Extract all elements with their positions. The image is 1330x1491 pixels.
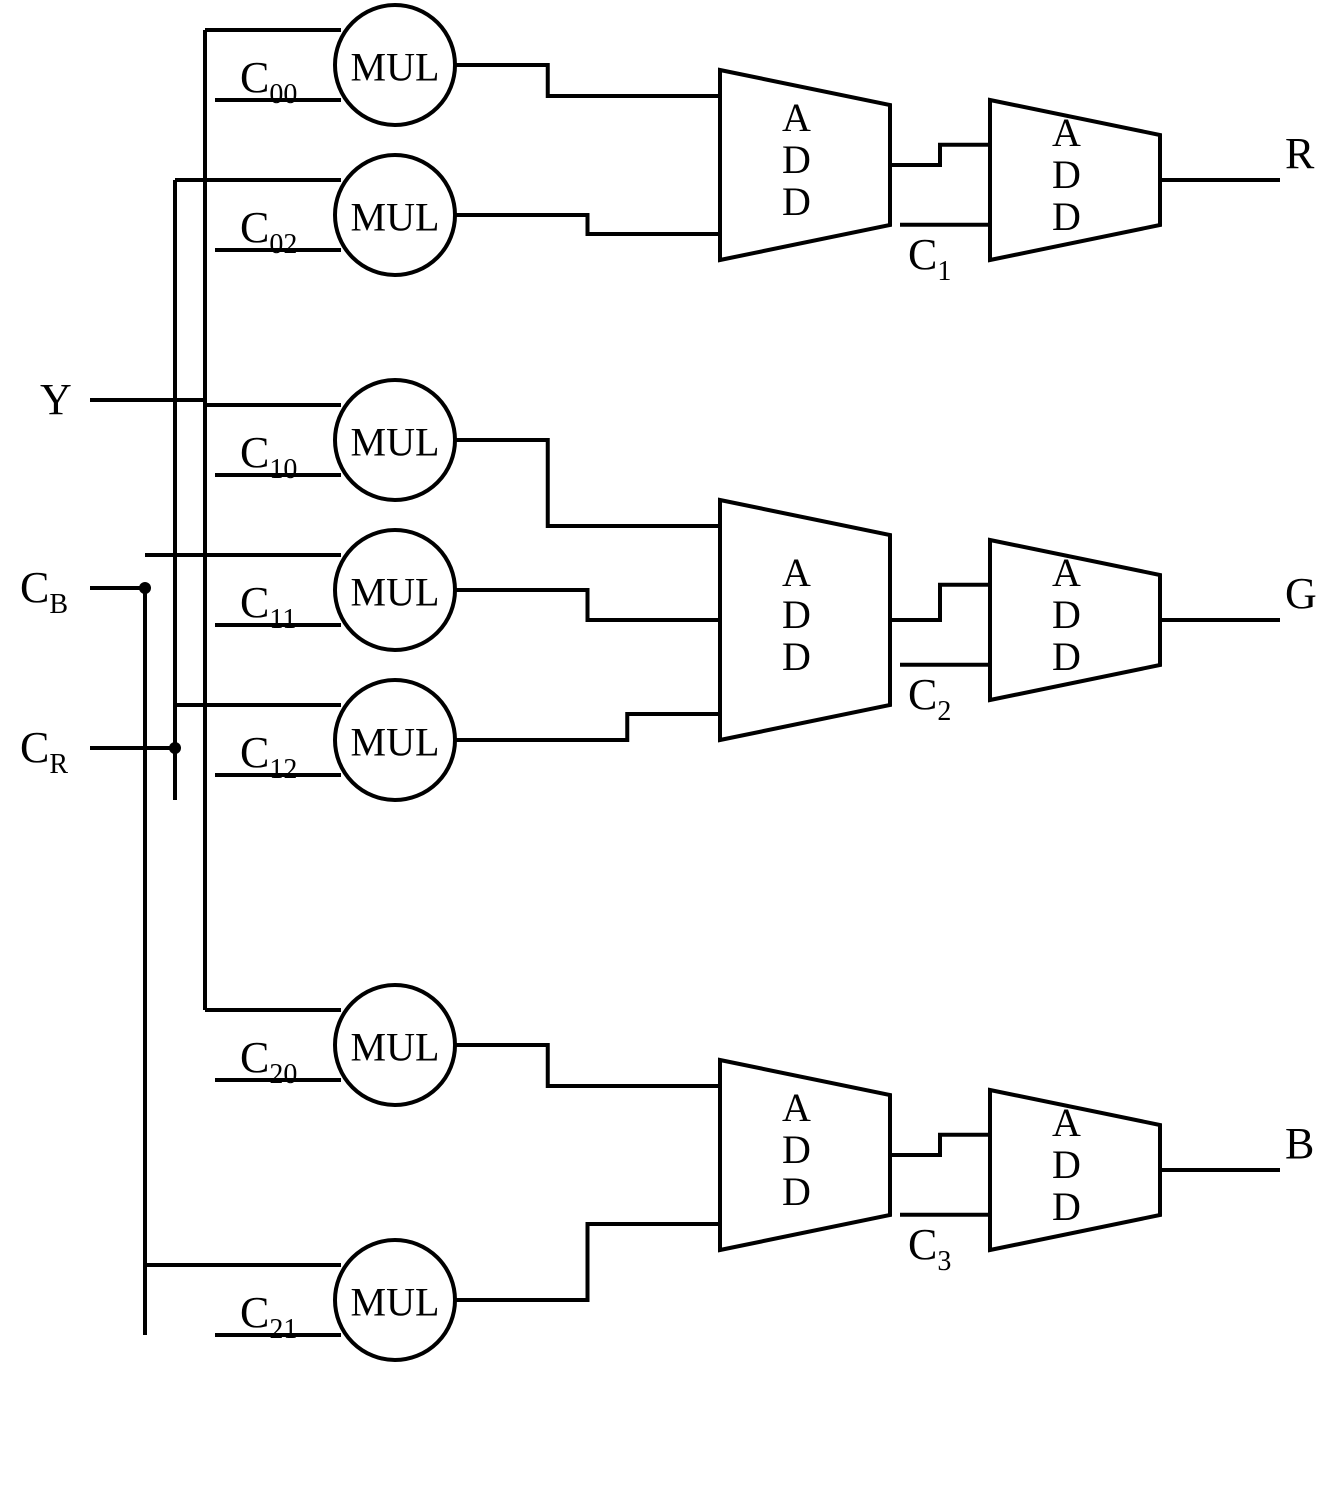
coef-label-m11: C11 <box>240 578 296 635</box>
svg-text:D: D <box>1052 152 1081 197</box>
out-label-G: G <box>1285 569 1317 618</box>
wire-mul-m21-to-add1 <box>455 1224 720 1300</box>
svg-text:D: D <box>782 592 811 637</box>
svg-text:MUL: MUL <box>351 1024 440 1069</box>
wire-mul-m20-to-add1 <box>455 1045 720 1086</box>
svg-text:MUL: MUL <box>351 194 440 239</box>
const-label-G: C2 <box>908 670 951 727</box>
svg-text:MUL: MUL <box>351 1279 440 1324</box>
coef-label-m12: C12 <box>240 728 297 785</box>
out-label-R: R <box>1285 129 1315 178</box>
svg-text:D: D <box>782 634 811 679</box>
svg-text:A: A <box>1052 110 1081 155</box>
svg-text:A: A <box>1052 550 1081 595</box>
input-label-CB: CB <box>20 563 68 620</box>
svg-text:D: D <box>1052 1142 1081 1187</box>
svg-text:A: A <box>782 550 811 595</box>
svg-text:D: D <box>1052 592 1081 637</box>
wire-add1-to-add2-R <box>890 145 990 165</box>
coef-label-m21: C21 <box>240 1288 297 1345</box>
const-label-B: C3 <box>908 1220 951 1277</box>
coef-label-m02: C02 <box>240 203 297 260</box>
svg-text:A: A <box>782 95 811 140</box>
wire-mul-m12-to-add1 <box>455 714 720 740</box>
svg-text:D: D <box>782 1127 811 1172</box>
wire-mul-m02-to-add1 <box>455 215 720 234</box>
wire-mul-m10-to-add1 <box>455 440 720 526</box>
input-label-CR: CR <box>20 723 68 780</box>
svg-text:D: D <box>782 137 811 182</box>
coef-label-m20: C20 <box>240 1033 297 1090</box>
input-label-Y: Y <box>40 375 72 424</box>
svg-text:A: A <box>782 1085 811 1130</box>
svg-text:D: D <box>782 1169 811 1214</box>
svg-text:D: D <box>1052 634 1081 679</box>
svg-text:MUL: MUL <box>351 44 440 89</box>
svg-text:D: D <box>1052 194 1081 239</box>
svg-text:MUL: MUL <box>351 419 440 464</box>
coef-label-m00: C00 <box>240 53 297 110</box>
wire-mul-m11-to-add1 <box>455 590 720 620</box>
wire-add1-to-add2-G <box>890 585 990 620</box>
svg-text:MUL: MUL <box>351 719 440 764</box>
wire-add1-to-add2-B <box>890 1135 990 1155</box>
svg-text:D: D <box>782 179 811 224</box>
wire-mul-m00-to-add1 <box>455 65 720 96</box>
coef-label-m10: C10 <box>240 428 297 485</box>
svg-text:A: A <box>1052 1100 1081 1145</box>
const-label-R: C1 <box>908 230 951 287</box>
svg-text:D: D <box>1052 1184 1081 1229</box>
out-label-B: B <box>1285 1119 1314 1168</box>
svg-text:MUL: MUL <box>351 569 440 614</box>
